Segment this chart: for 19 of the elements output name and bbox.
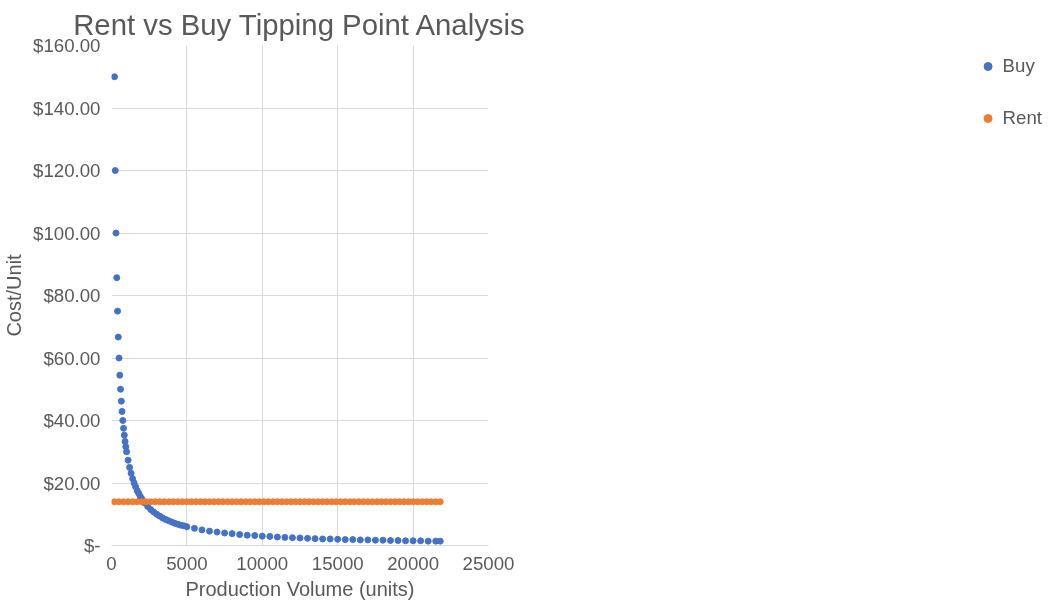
x-tick-label: 10000 — [236, 552, 289, 574]
y-tick-label: $40.00 — [43, 410, 101, 431]
legend-label: Buy — [1002, 55, 1035, 77]
y-tick-label: $60.00 — [43, 347, 101, 369]
y-tick-label: $80.00 — [43, 285, 101, 306]
y-axis-title: Cost/Unit — [3, 253, 26, 337]
y-tick-label: $120.00 — [33, 160, 101, 181]
legend-label: Rent — [1002, 107, 1042, 129]
x-tick-label: 20000 — [387, 552, 440, 574]
y-tick-label: $160.00 — [33, 35, 101, 56]
y-tick-label: $140.00 — [33, 97, 101, 119]
x-tick-label: 5000 — [166, 552, 208, 574]
y-tick-label: $- — [83, 535, 101, 556]
y-tick-label: $100.00 — [33, 222, 101, 244]
x-axis-title: Production Volume (units) — [185, 577, 415, 600]
x-tick-label: 0 — [106, 552, 117, 574]
x-tick-label: 15000 — [311, 552, 364, 574]
y-tick-label: $20.00 — [43, 472, 101, 494]
x-tick-label: 25000 — [462, 552, 515, 574]
